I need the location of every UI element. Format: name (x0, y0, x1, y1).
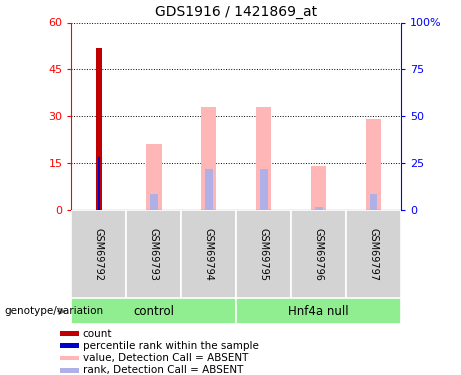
Text: Hnf4a null: Hnf4a null (288, 305, 349, 318)
Bar (205, 170, 213, 210)
Text: GSM69796: GSM69796 (313, 228, 324, 280)
Bar (366, 119, 381, 210)
Bar (150, 194, 158, 210)
Bar (260, 170, 267, 210)
FancyBboxPatch shape (181, 210, 236, 298)
Bar (256, 107, 272, 210)
Bar (311, 166, 326, 210)
FancyBboxPatch shape (126, 210, 181, 298)
Bar (96, 48, 102, 210)
FancyBboxPatch shape (236, 210, 291, 298)
Text: GSM69797: GSM69797 (369, 228, 378, 280)
Bar (370, 194, 378, 210)
FancyBboxPatch shape (346, 210, 401, 298)
Bar (201, 107, 217, 210)
Bar (60, 356, 79, 360)
Text: rank, Detection Call = ABSENT: rank, Detection Call = ABSENT (83, 365, 243, 375)
Bar (60, 331, 79, 336)
Bar (60, 368, 79, 373)
Text: GSM69795: GSM69795 (259, 228, 269, 280)
FancyBboxPatch shape (71, 298, 236, 324)
Text: genotype/variation: genotype/variation (5, 306, 104, 316)
FancyBboxPatch shape (236, 298, 401, 324)
FancyBboxPatch shape (291, 210, 346, 298)
Text: GSM69793: GSM69793 (149, 228, 159, 280)
Bar (315, 207, 323, 210)
Text: control: control (133, 305, 174, 318)
FancyBboxPatch shape (71, 210, 126, 298)
Text: GSM69794: GSM69794 (204, 228, 214, 280)
Title: GDS1916 / 1421869_at: GDS1916 / 1421869_at (155, 5, 317, 19)
Text: percentile rank within the sample: percentile rank within the sample (83, 341, 259, 351)
Text: value, Detection Call = ABSENT: value, Detection Call = ABSENT (83, 353, 248, 363)
Text: GSM69792: GSM69792 (94, 228, 104, 280)
Bar (60, 344, 79, 348)
Bar (146, 144, 161, 210)
Bar (98, 157, 100, 210)
Text: count: count (83, 328, 112, 339)
